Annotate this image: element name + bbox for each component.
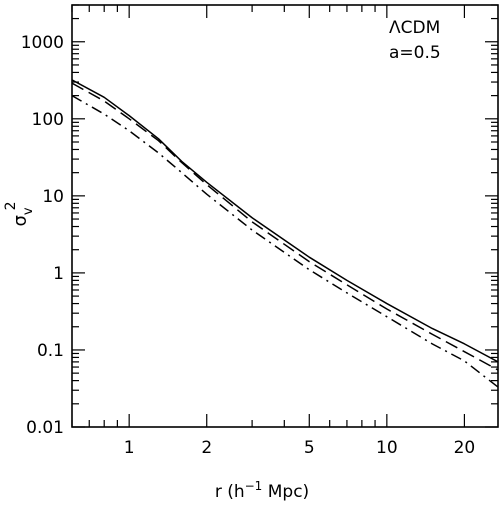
series-line-solid — [72, 79, 498, 363]
y-tick-label: 1000 — [21, 33, 64, 53]
y-tick-label: 1 — [53, 264, 64, 284]
tick-labels: 1 2 5 10 20 0.01 0.1 1 10 100 1000 — [21, 33, 476, 458]
x-tick-label: 10 — [376, 438, 398, 458]
series-line-dashed — [72, 82, 498, 371]
x-tick-label: 1 — [124, 438, 135, 458]
series-line-dash-dot — [72, 94, 498, 388]
y-axis-title: σv2 — [3, 201, 36, 226]
y-tick-label: 10 — [42, 187, 64, 207]
axis-ticks — [71, 4, 498, 428]
y-tick-label: 0.1 — [37, 341, 64, 361]
y-tick-label: 0.01 — [26, 418, 64, 438]
y-tick-label: 100 — [32, 110, 64, 130]
x-tick-label: 2 — [201, 438, 212, 458]
svg-text:σv2: σv2 — [3, 201, 36, 226]
model-label: ΛCDM — [389, 18, 440, 38]
plot-area — [71, 4, 499, 428]
x-tick-label: 20 — [454, 438, 476, 458]
x-tick-label: 5 — [304, 438, 315, 458]
plot-frame — [71, 4, 499, 428]
scale-factor-label: a=0.5 — [389, 43, 441, 63]
series-lines — [72, 79, 498, 388]
x-axis-title: r (h−1 Mpc) — [215, 479, 309, 502]
